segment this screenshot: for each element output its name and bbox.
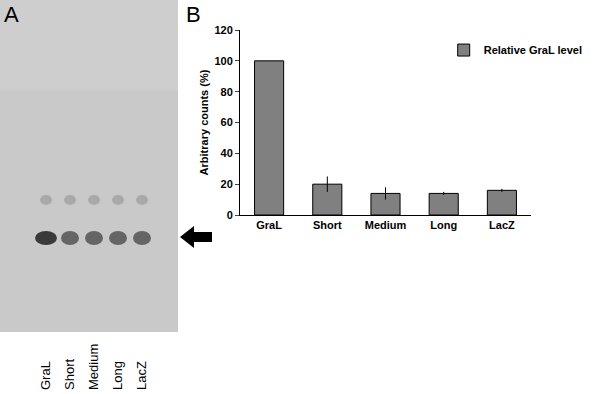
svg-text:B: B xyxy=(186,2,201,27)
svg-text:Medium: Medium xyxy=(365,219,407,231)
svg-text:20: 20 xyxy=(221,178,233,190)
svg-text:40: 40 xyxy=(221,147,233,159)
svg-text:0: 0 xyxy=(227,209,233,221)
svg-text:A: A xyxy=(4,2,19,27)
svg-text:LacZ: LacZ xyxy=(134,361,149,390)
svg-text:100: 100 xyxy=(214,55,232,67)
svg-text:GraL: GraL xyxy=(256,219,282,231)
svg-text:Long: Long xyxy=(110,361,125,390)
svg-text:LacZ: LacZ xyxy=(489,219,515,231)
svg-text:Short: Short xyxy=(313,219,342,231)
svg-text:Relative GraL level: Relative GraL level xyxy=(484,44,582,56)
svg-text:Arbitrary counts (%): Arbitrary counts (%) xyxy=(198,69,210,175)
svg-text:Short: Short xyxy=(62,359,77,390)
svg-text:Medium: Medium xyxy=(86,344,101,390)
svg-text:GraL: GraL xyxy=(38,361,53,390)
svg-text:60: 60 xyxy=(221,116,233,128)
svg-text:Long: Long xyxy=(430,219,457,231)
svg-text:80: 80 xyxy=(221,86,233,98)
svg-text:120: 120 xyxy=(214,24,232,36)
